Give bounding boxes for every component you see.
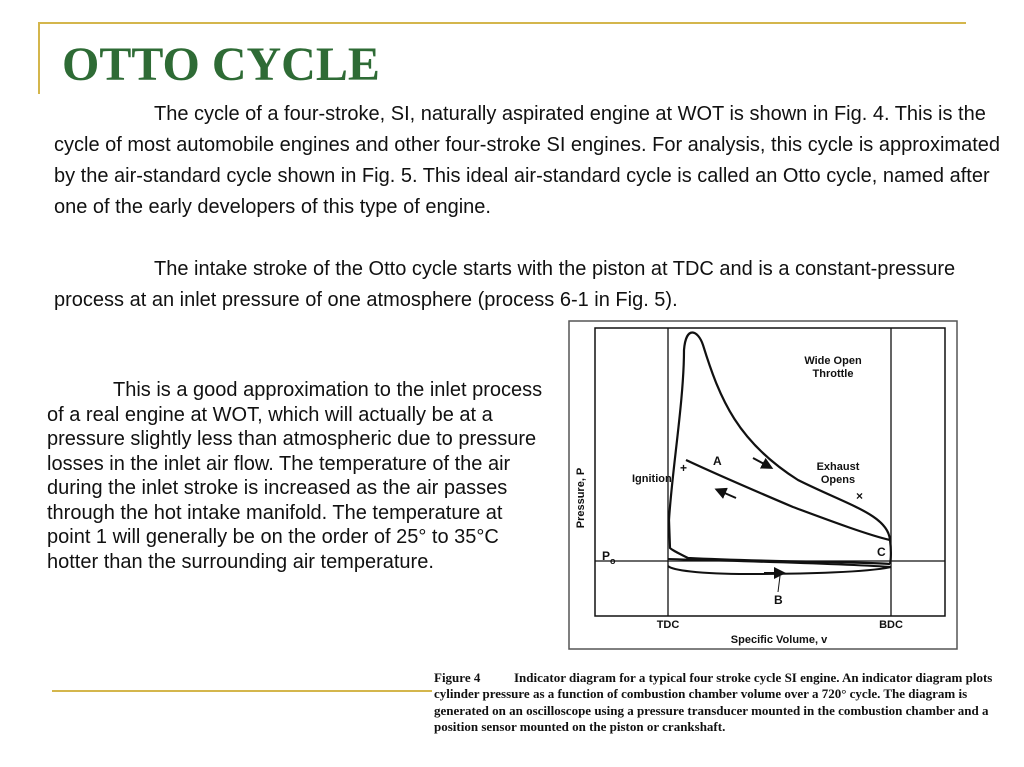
bottom-rule	[52, 690, 432, 692]
bdc-label: BDC	[879, 619, 903, 631]
po-label: Po	[602, 549, 616, 566]
b-pointer	[777, 575, 781, 593]
left-rule	[38, 22, 40, 94]
compression-arrow	[714, 487, 737, 499]
figure-frame	[568, 320, 958, 650]
figure-caption: Figure 4 Indicator diagram for a typical …	[434, 670, 1009, 735]
y-axis-label: Pressure, P	[575, 468, 587, 529]
slide-title: OTTO CYCLE	[62, 38, 380, 91]
exhaust-mark: ×	[856, 489, 863, 503]
intake-paragraph: The intake stroke of the Otto cycle star…	[54, 254, 1002, 316]
x-axis-label: Specific Volume, v	[731, 634, 828, 646]
loop-b-curve	[667, 558, 892, 576]
loop-b-label: B	[774, 593, 783, 607]
exhaust-label-line1: Exhaust	[817, 461, 860, 473]
exhaust-label-line2: Opens	[821, 474, 855, 486]
po-main: P	[602, 549, 610, 563]
loop-a-curve	[667, 331, 892, 566]
top-rule	[38, 22, 966, 24]
intake-paragraph-text: The intake stroke of the Otto cycle star…	[54, 258, 956, 311]
point-c-label: C	[877, 545, 886, 559]
caption-label: Figure 4	[434, 670, 481, 685]
po-subscript: o	[610, 556, 616, 566]
ignition-label: Ignition	[632, 473, 672, 485]
tdc-label: TDC	[657, 619, 680, 631]
expansion-arrow	[752, 457, 774, 469]
side-paragraph-text: This is a good approximation to the inle…	[47, 379, 543, 573]
ignition-mark: +	[680, 461, 687, 475]
loop-a-return	[685, 459, 891, 542]
plot-area	[594, 327, 946, 617]
wot-label-line2: Throttle	[813, 368, 854, 380]
indicator-diagram: Pressure, P Specific Volume, v TDC BDC P…	[568, 320, 958, 650]
loop-a-label: A	[713, 454, 722, 468]
caption-text: Indicator diagram for a typical four str…	[434, 670, 993, 734]
intro-paragraph: The cycle of a four-stroke, SI, naturall…	[54, 99, 1002, 223]
wot-label-line1: Wide Open	[804, 355, 862, 367]
side-paragraph: This is a good approximation to the inle…	[47, 378, 547, 574]
intro-paragraph-text: The cycle of a four-stroke, SI, naturall…	[54, 103, 1001, 218]
